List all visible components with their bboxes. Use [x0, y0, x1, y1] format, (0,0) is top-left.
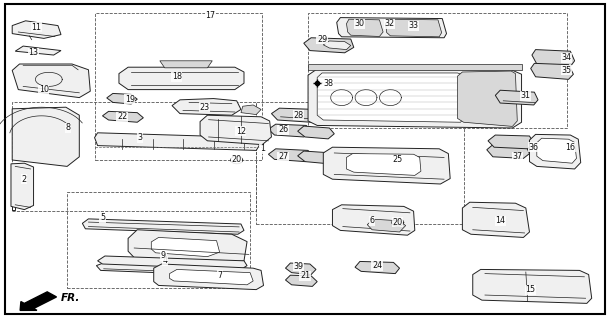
Text: 32: 32: [384, 20, 394, 28]
Text: 29: 29: [317, 35, 327, 44]
Polygon shape: [323, 41, 351, 50]
Text: 31: 31: [521, 92, 531, 100]
FancyArrow shape: [20, 292, 57, 310]
Polygon shape: [268, 149, 312, 162]
Text: 2: 2: [22, 175, 27, 184]
Polygon shape: [532, 50, 575, 67]
Polygon shape: [473, 269, 592, 303]
Polygon shape: [285, 275, 317, 286]
Text: 21: 21: [300, 271, 310, 280]
Text: 11: 11: [32, 23, 41, 32]
Polygon shape: [107, 93, 137, 104]
Polygon shape: [308, 64, 522, 70]
Polygon shape: [488, 135, 534, 149]
Polygon shape: [15, 46, 61, 55]
Text: 33: 33: [409, 21, 418, 30]
Text: 25: 25: [393, 156, 403, 164]
Polygon shape: [323, 147, 450, 184]
Polygon shape: [82, 219, 244, 234]
Text: 39: 39: [294, 262, 304, 271]
Text: 7: 7: [217, 271, 222, 280]
Text: 8: 8: [66, 124, 71, 132]
Polygon shape: [308, 70, 522, 128]
Text: 30: 30: [355, 20, 365, 28]
Text: 16: 16: [565, 143, 575, 152]
Polygon shape: [298, 126, 334, 139]
Polygon shape: [346, 19, 383, 36]
Polygon shape: [268, 124, 311, 137]
Text: 13: 13: [29, 48, 38, 57]
Text: 23: 23: [199, 103, 209, 112]
Polygon shape: [12, 107, 79, 166]
Polygon shape: [172, 99, 241, 115]
Polygon shape: [495, 90, 538, 105]
Text: 38: 38: [323, 79, 333, 88]
Text: 10: 10: [39, 85, 49, 94]
Text: 19: 19: [125, 95, 135, 104]
Polygon shape: [102, 111, 143, 122]
Polygon shape: [337, 18, 447, 38]
Polygon shape: [151, 237, 220, 257]
Polygon shape: [95, 133, 259, 150]
Text: 37: 37: [512, 152, 522, 161]
Polygon shape: [154, 264, 264, 290]
Polygon shape: [355, 261, 400, 274]
Text: 9: 9: [161, 252, 166, 260]
Polygon shape: [128, 230, 247, 264]
Polygon shape: [346, 154, 421, 175]
Text: 35: 35: [561, 66, 571, 75]
Text: 27: 27: [278, 152, 288, 161]
Polygon shape: [458, 71, 517, 126]
Text: 15: 15: [526, 285, 536, 294]
Text: 34: 34: [561, 53, 571, 62]
Text: 17: 17: [206, 12, 215, 20]
Polygon shape: [96, 262, 247, 276]
Polygon shape: [487, 145, 529, 158]
Text: 28: 28: [294, 111, 304, 120]
Polygon shape: [367, 219, 406, 232]
Polygon shape: [11, 163, 34, 210]
Polygon shape: [285, 263, 316, 275]
Polygon shape: [332, 205, 415, 235]
Polygon shape: [12, 21, 61, 38]
Polygon shape: [531, 63, 573, 79]
Text: 12: 12: [236, 127, 246, 136]
Polygon shape: [304, 38, 354, 53]
Polygon shape: [537, 138, 576, 163]
Polygon shape: [298, 151, 337, 164]
Polygon shape: [98, 256, 247, 269]
Text: 20: 20: [232, 156, 242, 164]
Text: 26: 26: [278, 125, 288, 134]
Text: 5: 5: [100, 213, 105, 222]
Text: 22: 22: [117, 112, 127, 121]
Polygon shape: [241, 105, 261, 115]
Text: 18: 18: [172, 72, 182, 81]
Text: 20: 20: [393, 218, 403, 227]
Polygon shape: [200, 115, 271, 145]
Polygon shape: [529, 134, 581, 169]
Polygon shape: [317, 73, 465, 122]
Text: 24: 24: [372, 261, 382, 270]
Polygon shape: [386, 19, 442, 37]
Polygon shape: [271, 108, 320, 122]
Text: 4: 4: [162, 256, 167, 265]
Polygon shape: [12, 64, 90, 98]
Polygon shape: [170, 269, 253, 285]
Text: FR.: FR.: [61, 293, 81, 303]
Text: 14: 14: [495, 216, 505, 225]
Text: 6: 6: [370, 216, 375, 225]
Polygon shape: [160, 61, 212, 68]
Text: 1: 1: [260, 144, 265, 153]
Text: 3: 3: [138, 133, 143, 142]
Text: 36: 36: [529, 143, 539, 152]
Polygon shape: [119, 67, 244, 90]
Polygon shape: [462, 202, 529, 237]
